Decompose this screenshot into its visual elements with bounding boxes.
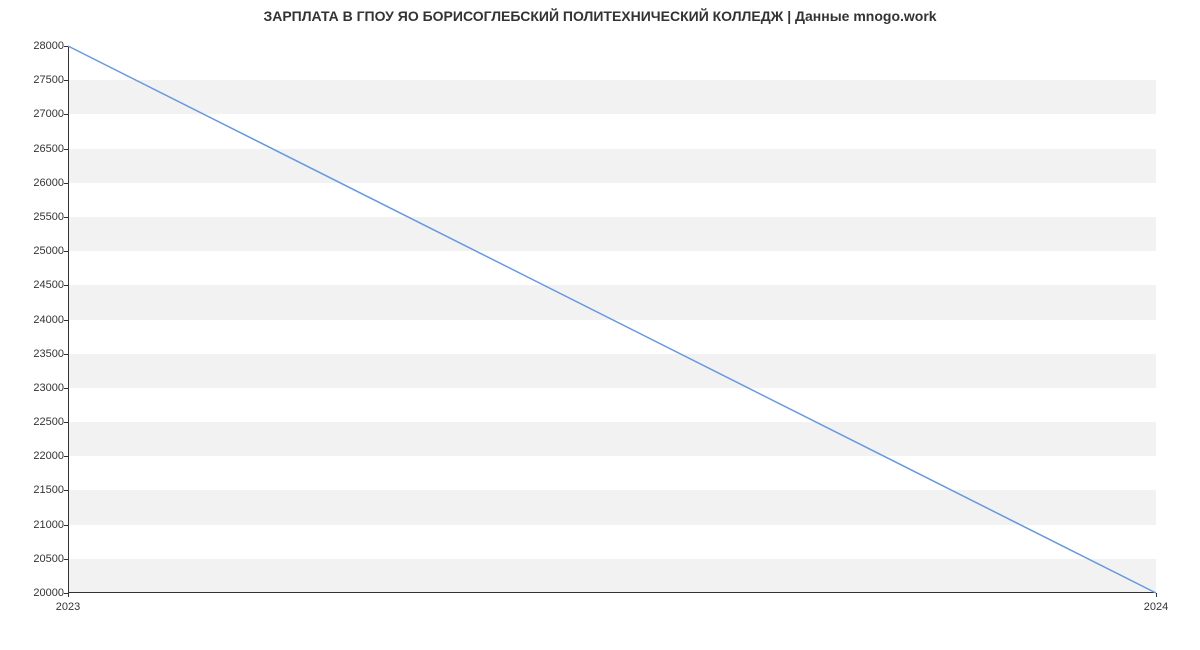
y-tick-label: 26500 — [4, 143, 64, 155]
y-tick-label: 27000 — [4, 108, 64, 120]
y-tick-label: 24500 — [4, 279, 64, 291]
y-tick-label: 21500 — [4, 484, 64, 496]
y-tick-label: 21000 — [4, 519, 64, 531]
x-tick — [68, 593, 69, 597]
y-tick-label: 24000 — [4, 314, 64, 326]
y-tick-label: 23000 — [4, 382, 64, 394]
chart-title: ЗАРПЛАТА В ГПОУ ЯО БОРИСОГЛЕБСКИЙ ПОЛИТЕ… — [0, 8, 1200, 24]
series-salary — [68, 46, 1156, 593]
y-tick-label: 28000 — [4, 40, 64, 52]
y-tick — [64, 320, 68, 321]
y-tick — [64, 183, 68, 184]
y-tick — [64, 456, 68, 457]
y-tick — [64, 114, 68, 115]
y-tick — [64, 80, 68, 81]
y-tick-label: 25500 — [4, 211, 64, 223]
y-tick-label: 22000 — [4, 450, 64, 462]
y-tick — [64, 559, 68, 560]
y-tick — [64, 285, 68, 286]
x-tick-label: 2024 — [1144, 601, 1168, 613]
y-tick — [64, 46, 68, 47]
y-tick-label: 23500 — [4, 348, 64, 360]
y-tick-label: 25000 — [4, 245, 64, 257]
y-tick-label: 26000 — [4, 177, 64, 189]
y-tick — [64, 422, 68, 423]
y-tick-label: 27500 — [4, 74, 64, 86]
y-tick — [64, 217, 68, 218]
line-layer — [68, 46, 1156, 593]
x-tick — [1156, 593, 1157, 597]
y-tick — [64, 149, 68, 150]
chart-container: ЗАРПЛАТА В ГПОУ ЯО БОРИСОГЛЕБСКИЙ ПОЛИТЕ… — [0, 0, 1200, 650]
y-tick — [64, 525, 68, 526]
plot-area: 2000020500210002150022000225002300023500… — [68, 46, 1156, 593]
y-tick-label: 20000 — [4, 587, 64, 599]
y-tick-label: 20500 — [4, 553, 64, 565]
y-tick — [64, 388, 68, 389]
x-tick-label: 2023 — [56, 601, 80, 613]
y-tick — [64, 490, 68, 491]
y-tick — [64, 251, 68, 252]
y-tick — [64, 354, 68, 355]
y-tick-label: 22500 — [4, 416, 64, 428]
